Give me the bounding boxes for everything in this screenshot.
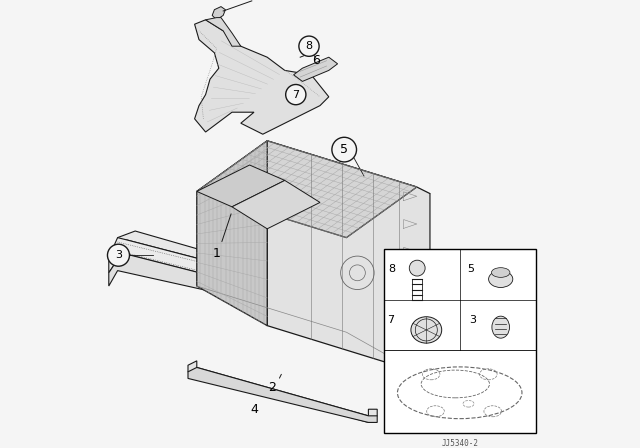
Polygon shape — [232, 181, 320, 229]
Circle shape — [410, 260, 425, 276]
Polygon shape — [196, 141, 267, 326]
Text: 1: 1 — [212, 246, 221, 259]
Circle shape — [285, 85, 306, 105]
Ellipse shape — [411, 317, 442, 343]
Ellipse shape — [492, 267, 510, 277]
Polygon shape — [205, 17, 241, 46]
Polygon shape — [109, 253, 377, 339]
Polygon shape — [195, 20, 329, 134]
Text: 2: 2 — [268, 381, 276, 394]
Text: 3: 3 — [469, 314, 476, 324]
Ellipse shape — [488, 271, 513, 288]
Text: 3: 3 — [115, 250, 122, 260]
Circle shape — [332, 137, 356, 162]
Polygon shape — [118, 231, 364, 302]
Circle shape — [108, 244, 129, 266]
Ellipse shape — [492, 316, 509, 338]
Text: 5: 5 — [340, 143, 348, 156]
Polygon shape — [212, 7, 225, 20]
Text: 7: 7 — [292, 90, 300, 99]
Polygon shape — [196, 141, 417, 237]
Text: 8: 8 — [305, 41, 312, 51]
Text: 7: 7 — [387, 314, 394, 324]
Polygon shape — [188, 361, 377, 422]
FancyBboxPatch shape — [384, 249, 536, 433]
Polygon shape — [188, 367, 377, 422]
Polygon shape — [109, 237, 364, 312]
Polygon shape — [196, 165, 285, 207]
Text: 5: 5 — [467, 264, 474, 274]
Text: 4: 4 — [250, 403, 258, 416]
Text: JJ5340-2: JJ5340-2 — [441, 439, 478, 448]
Polygon shape — [294, 57, 338, 82]
Text: 8: 8 — [388, 264, 396, 274]
Circle shape — [299, 36, 319, 56]
Text: 6: 6 — [312, 54, 319, 67]
Polygon shape — [267, 141, 430, 372]
